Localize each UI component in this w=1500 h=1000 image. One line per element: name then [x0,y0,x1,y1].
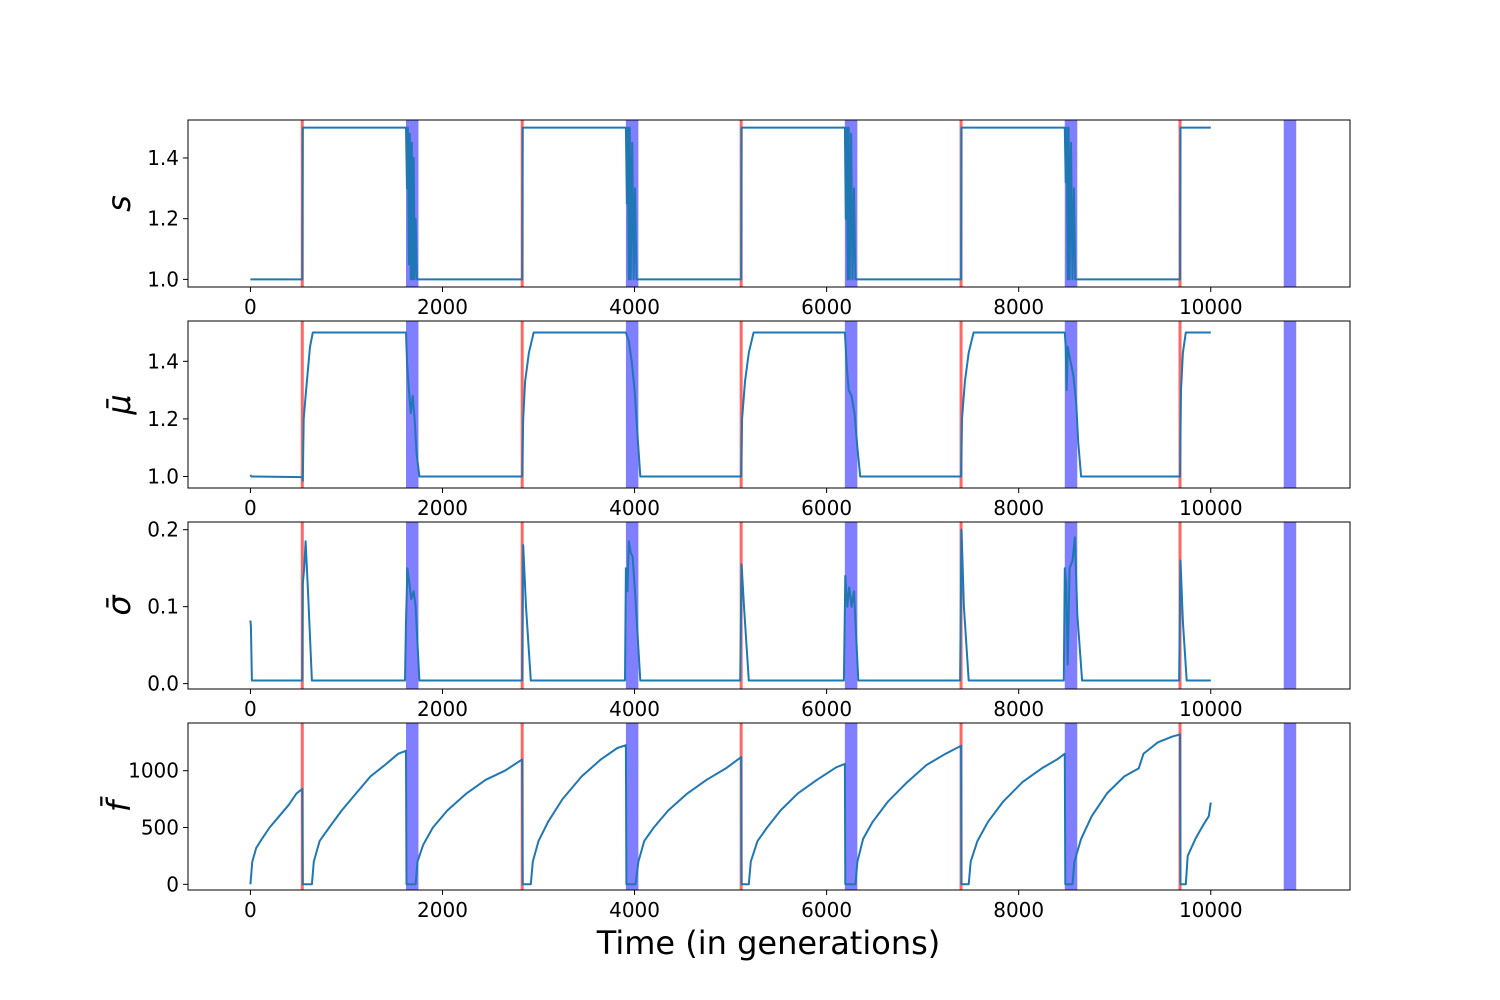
panel-3: 0 2000 4000 6000 8000 10000 0.0 0.1 0.2 σ̄ [100,518,1351,721]
x-tick-label-4000: 4000 [609,496,660,520]
x-tick-label-6000: 6000 [801,697,852,721]
blue-band-5 [1283,522,1297,689]
blue-band-2 [625,723,639,890]
series-line-1 [249,528,1211,682]
x-tick-label-6000: 6000 [801,295,852,319]
y-tick-label-2: 500 [141,816,179,840]
x-tick-label-6000: 6000 [801,898,852,922]
x-tick-label-0: 0 [244,697,257,721]
blue-band-5 [1283,723,1297,890]
blue-band-3 [844,321,858,488]
x-tick-label-10000: 10000 [1179,697,1243,721]
panel-1: 0 2000 4000 6000 8000 10000 1.0 1.2 1.4 s [100,119,1351,319]
y-tick-label-1: 0.0 [147,672,179,696]
x-tick-label-2000: 2000 [417,898,468,922]
axes-frame [187,722,1351,891]
x-tick-label-2000: 2000 [417,295,468,319]
x-tick-label-6000: 6000 [801,496,852,520]
y-tick-label-1: 1.0 [147,267,179,291]
y-tick-label-1: 0 [166,872,179,896]
y-tick-label-1: 1.0 [147,464,179,488]
x-tick-label-8000: 8000 [993,697,1044,721]
y-axis-label-4: f̄ [99,796,138,813]
x-tick-label-8000: 8000 [993,496,1044,520]
y-tick-label-2: 1.2 [147,207,179,231]
panel-2: 0 2000 4000 6000 8000 10000 1.0 1.2 1.4 μ̄ [100,320,1351,520]
x-tick-label-4000: 4000 [609,697,660,721]
x-tick-label-10000: 10000 [1179,295,1243,319]
y-tick-label-3: 1000 [128,759,179,783]
y-tick-label-2: 0.1 [147,595,179,619]
x-tick-label-0: 0 [244,496,257,520]
y-tick-label-3: 0.2 [147,518,179,542]
x-tick-label-8000: 8000 [993,898,1044,922]
x-tick-label-2000: 2000 [417,697,468,721]
y-axis-label-2: μ̄ [100,394,138,415]
y-tick-label-3: 1.4 [147,349,179,373]
x-tick-label-10000: 10000 [1179,496,1243,520]
y-tick-label-3: 1.4 [147,146,179,170]
blue-band-3 [844,723,858,890]
x-tick-label-10000: 10000 [1179,898,1243,922]
y-tick-label-2: 1.2 [147,407,179,431]
blue-band-5 [1283,321,1297,488]
blue-band-1 [405,522,419,689]
axes-frame [187,320,1351,489]
axes-frame [187,521,1351,690]
blue-band-4 [1064,723,1078,890]
y-axis-label-1: s [100,195,138,212]
x-tick-label-0: 0 [244,898,257,922]
x-tick-label-4000: 4000 [609,295,660,319]
series-line-1 [249,331,1211,482]
x-axis-label: Time (in generations) [596,924,941,962]
x-tick-label-0: 0 [244,295,257,319]
series-line-1 [250,126,1211,281]
blue-band-2 [625,321,639,488]
y-axis-label-3: σ̄ [100,594,138,616]
blue-band-5 [1283,120,1297,287]
x-tick-label-8000: 8000 [993,295,1044,319]
x-tick-label-4000: 4000 [609,898,660,922]
series-line-1 [249,733,1212,886]
axes-frame [187,119,1351,288]
panel-4: 0 2000 4000 6000 8000 10000 0 500 1000 f̄ [99,722,1351,922]
blue-band-1 [405,723,419,890]
x-tick-label-2000: 2000 [417,496,468,520]
